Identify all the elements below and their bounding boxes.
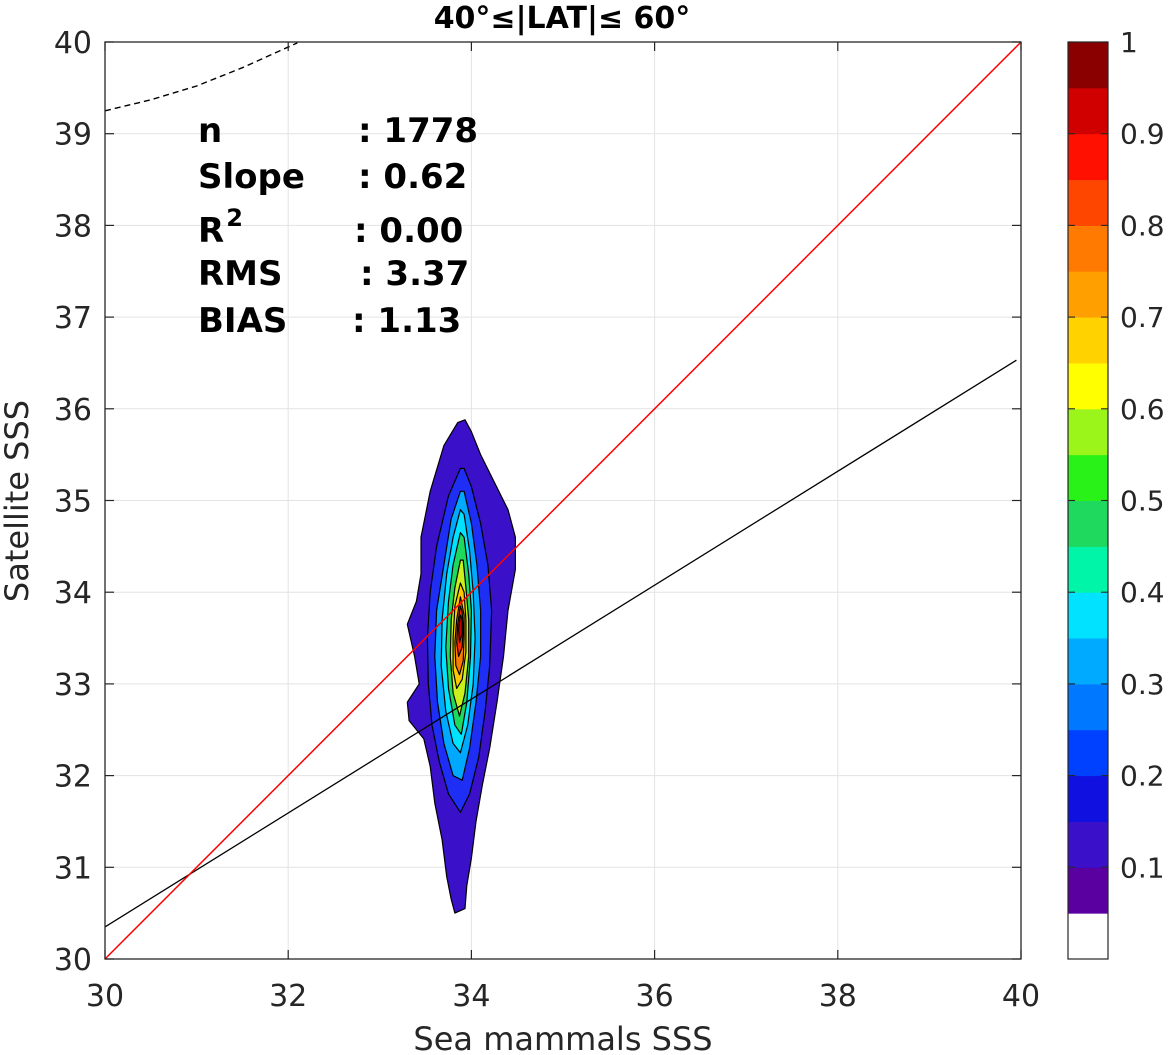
y-tick-label: 38 bbox=[54, 209, 92, 244]
colorbar-segment bbox=[1068, 729, 1108, 777]
stat-value: : 3.37 bbox=[360, 254, 469, 294]
colorbar-segment bbox=[1068, 913, 1108, 960]
one-to-one-line bbox=[104, 41, 1022, 960]
colorbar-tick-label: 0.4 bbox=[1120, 576, 1165, 609]
colorbar-tick-label: 0.9 bbox=[1120, 118, 1165, 151]
chart-title: 40°≤|LAT|≤ 60° bbox=[434, 1, 691, 36]
stat-value: : 1.13 bbox=[352, 301, 461, 341]
x-axis-title: Sea mammals SSS bbox=[413, 1020, 712, 1055]
x-tick-label: 38 bbox=[819, 979, 857, 1014]
colorbar-segment bbox=[1068, 87, 1108, 135]
density-contours bbox=[406, 419, 516, 914]
colorbar: 0.1 0.2 0.3 0.4 0.5 0.6 0.7 0.8 0.9 1 bbox=[1067, 26, 1165, 960]
colorbar-tick-label: 0.5 bbox=[1120, 485, 1165, 518]
stat-value: : 0.62 bbox=[358, 157, 467, 197]
stat-superscript: 2 bbox=[226, 204, 243, 232]
colorbar-segment bbox=[1068, 133, 1108, 181]
x-tick-label: 30 bbox=[86, 979, 124, 1014]
x-tick-label: 36 bbox=[636, 979, 674, 1014]
stat-label: RMS bbox=[198, 254, 283, 294]
colorbar-segment bbox=[1068, 638, 1108, 685]
stat-value: : 0.00 bbox=[354, 211, 463, 251]
tick-labels: 30 32 34 36 38 40 30 31 32 33 34 35 36 37 38 39 40 bbox=[54, 26, 1040, 1014]
y-tick-label: 37 bbox=[54, 301, 92, 336]
x-tick-label: 32 bbox=[269, 979, 307, 1014]
y-tick-label: 31 bbox=[54, 851, 92, 886]
colorbar-segment bbox=[1068, 317, 1108, 364]
x-tick-label: 40 bbox=[1002, 979, 1040, 1014]
colorbar-segment bbox=[1068, 775, 1108, 822]
stats-box: n : 1778 Slope : 0.62 R2 : 0.00 RMS : 3.37 BIAS:… bbox=[198, 111, 478, 341]
colorbar-segment bbox=[1068, 500, 1108, 547]
stat-label: Slope bbox=[198, 157, 305, 197]
y-tick-label: 40 bbox=[54, 26, 92, 61]
colorbar-segment bbox=[1068, 546, 1108, 593]
y-tick-label: 30 bbox=[54, 943, 92, 978]
stat-label: R2 bbox=[198, 204, 243, 251]
colorbar-segment bbox=[1068, 225, 1108, 272]
stat-value: : 1778 bbox=[358, 111, 478, 151]
stat-label: BIAS bbox=[198, 301, 287, 341]
regression-line bbox=[104, 359, 1017, 928]
y-tick-label: 33 bbox=[54, 668, 92, 703]
dashed-curve bbox=[104, 42, 298, 112]
x-tick-label: 34 bbox=[452, 979, 490, 1014]
colorbar-segment bbox=[1068, 42, 1108, 89]
colorbar-segment bbox=[1068, 362, 1108, 410]
y-tick-label: 39 bbox=[54, 118, 92, 153]
colorbar-tick-label: 0.6 bbox=[1120, 393, 1165, 426]
stat-label: n bbox=[198, 111, 222, 151]
axes bbox=[104, 41, 1022, 960]
y-tick-label: 32 bbox=[54, 760, 92, 795]
colorbar-tick-label: 0.1 bbox=[1120, 851, 1165, 884]
colorbar-tick-label: 1 bbox=[1120, 26, 1138, 59]
colorbar-tick-label: 0.2 bbox=[1120, 760, 1165, 793]
density-contour bbox=[458, 614, 463, 644]
y-tick-label: 34 bbox=[54, 576, 92, 611]
colorbar-tick-label: 0.8 bbox=[1120, 209, 1165, 242]
colorbar-segment bbox=[1068, 408, 1108, 456]
y-tick-label: 35 bbox=[54, 485, 92, 520]
colorbar-segment bbox=[1068, 454, 1108, 501]
colorbar-segment bbox=[1068, 592, 1108, 639]
colorbar-segment bbox=[1068, 179, 1108, 226]
colorbar-segment bbox=[1068, 821, 1108, 868]
colorbar-segment bbox=[1068, 683, 1108, 731]
fit-lines bbox=[104, 41, 1022, 960]
y-axis-title: Satellite SSS bbox=[0, 400, 36, 602]
colorbar-segment bbox=[1068, 867, 1108, 914]
y-tick-label: 36 bbox=[54, 393, 92, 428]
colorbar-tick-label: 0.7 bbox=[1120, 301, 1165, 334]
colorbar-tick-label: 0.3 bbox=[1120, 668, 1165, 701]
colorbar-segment bbox=[1068, 271, 1108, 318]
